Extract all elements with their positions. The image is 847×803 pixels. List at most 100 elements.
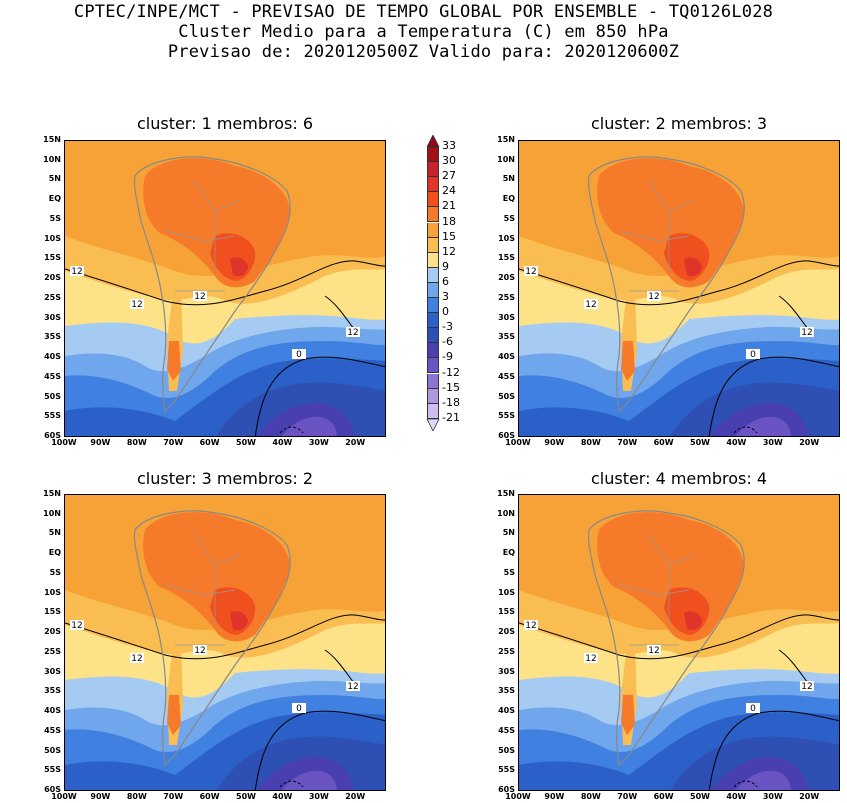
- contour-0-dashed-line: [733, 426, 758, 434]
- main-title: CPTEC/INPE/MCT - PREVISAO DE TEMPO GLOBA…: [73, 2, 774, 22]
- contour-label-12-east: 12: [346, 327, 360, 338]
- longitude-label: 50W: [690, 438, 710, 447]
- colorbar-label: 27: [442, 169, 456, 183]
- contour-label-12-center: 12: [130, 299, 144, 310]
- latitude-label: 45S: [498, 725, 515, 735]
- contour-0-line: [708, 356, 839, 436]
- latitude-label: EQ: [502, 548, 515, 558]
- longitude-label: 30W: [762, 792, 783, 801]
- svg-text:0: 0: [296, 704, 302, 714]
- longitude-label: 60W: [653, 438, 674, 447]
- svg-text:12: 12: [525, 267, 536, 277]
- latitude-label: 40S: [44, 706, 61, 716]
- colorbar-min-arrow: [426, 418, 440, 431]
- latitude-label: 45S: [44, 371, 61, 381]
- colorbar-label: 9: [442, 259, 449, 273]
- latitude-label: 25S: [498, 292, 515, 302]
- colorbar-label: 15: [442, 229, 456, 243]
- latitude-label: 15S: [498, 607, 515, 617]
- colorbar-swatch: [427, 373, 439, 389]
- colorbar-swatch: [427, 388, 439, 404]
- latitude-label: 55S: [44, 411, 61, 421]
- colorbar-swatch: [427, 192, 439, 208]
- latitude-label: 10N: [43, 154, 61, 164]
- colorbar-label: 33: [442, 139, 456, 152]
- colorbar-swatch: [427, 222, 439, 238]
- colorbar-max-arrow: [426, 135, 440, 147]
- svg-text:12: 12: [71, 267, 82, 277]
- temperature-band-purple: [735, 416, 791, 436]
- latitude-label: 10S: [498, 233, 515, 243]
- longitude-label: 70W: [163, 792, 184, 801]
- latitude-label: 30S: [44, 312, 61, 322]
- temperature-band-hottest-core: [684, 257, 702, 277]
- borders: [618, 180, 695, 292]
- svg-text:12: 12: [801, 328, 812, 338]
- contour-label-12-andes: 12: [647, 645, 661, 656]
- latitude-label: 15N: [497, 135, 515, 144]
- contour-label-12-west: 12: [524, 266, 538, 277]
- latitude-label: EQ: [48, 548, 61, 558]
- borders: [618, 534, 695, 646]
- longitude-label: 20W: [799, 792, 820, 801]
- longitude-label: 70W: [617, 438, 638, 447]
- longitude-label: 100W: [51, 792, 77, 801]
- longitude-label: 40W: [726, 438, 747, 447]
- longitude-label: 70W: [163, 438, 184, 447]
- svg-text:12: 12: [347, 328, 358, 338]
- latitude-label: 5S: [49, 567, 61, 577]
- latitude-label: EQ: [502, 194, 515, 204]
- coastline: [133, 156, 291, 413]
- latitude-label: 40S: [44, 352, 61, 362]
- temperature-band-hottest-core: [684, 611, 702, 631]
- longitude-label: 80W: [126, 438, 147, 447]
- colorbar-swatch: [427, 267, 439, 283]
- contour-label-12-andes: 12: [193, 291, 207, 302]
- colorbar-label: -15: [442, 380, 460, 394]
- borders: [164, 180, 241, 292]
- latitude-label: 45S: [498, 371, 515, 381]
- longitude-label: 30W: [308, 792, 329, 801]
- contour-label-12-east: 12: [800, 327, 814, 338]
- latitude-label: 35S: [44, 686, 61, 696]
- contour-label-12-center: 12: [130, 653, 144, 664]
- latitude-label: 50S: [498, 391, 515, 401]
- latitude-label: 5N: [48, 528, 61, 538]
- latitude-label: 5N: [502, 174, 515, 184]
- colorbar-swatch: [427, 313, 439, 329]
- longitude-label: 80W: [580, 792, 601, 801]
- latitude-label: 25S: [498, 646, 515, 656]
- colorbar-swatch: [427, 358, 439, 374]
- svg-text:12: 12: [131, 300, 142, 310]
- colorbar-label: 30: [442, 154, 456, 168]
- latitude-label: 5N: [48, 174, 61, 184]
- longitude-label: 50W: [690, 792, 710, 801]
- latitude-label: 15S: [44, 607, 61, 617]
- svg-text:12: 12: [648, 646, 659, 656]
- svg-text:12: 12: [801, 682, 812, 692]
- latitude-label: 15N: [497, 489, 515, 498]
- latitude-label: 60S: [44, 785, 61, 794]
- latitude-label: 60S: [44, 431, 61, 440]
- temperature-band-purple: [281, 416, 337, 436]
- contour-12-line: [65, 260, 385, 306]
- colorbar-label: -9: [442, 350, 453, 364]
- contour-0-dashed-line: [279, 426, 304, 434]
- latitude-label: 20S: [498, 627, 515, 637]
- latitude-label: 25S: [44, 292, 61, 302]
- longitude-label: 50W: [236, 792, 256, 801]
- colorbar-label: 6: [442, 274, 449, 288]
- svg-text:12: 12: [347, 682, 358, 692]
- svg-text:12: 12: [71, 621, 82, 631]
- longitude-label: 20W: [799, 438, 820, 447]
- map-panel-2: 12 12 12 12 0: [518, 140, 840, 437]
- colorbar-swatch: [427, 343, 439, 359]
- latitude-label: 55S: [498, 411, 515, 421]
- longitude-label: 80W: [126, 792, 147, 801]
- latitude-label: 15N: [43, 489, 61, 498]
- colorbar-label: 3: [442, 290, 449, 303]
- latitude-label: 50S: [44, 391, 61, 401]
- colorbar-swatch: [427, 252, 439, 268]
- longitude-label: 60W: [199, 438, 220, 447]
- longitude-label: 80W: [580, 438, 601, 447]
